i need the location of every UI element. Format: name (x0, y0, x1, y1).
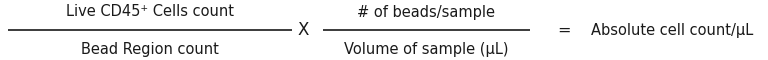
Text: =: = (558, 22, 571, 38)
Text: Bead Region count: Bead Region count (81, 42, 219, 57)
Text: Live CD45⁺ Cells count: Live CD45⁺ Cells count (66, 4, 233, 20)
Text: Absolute cell count/μL: Absolute cell count/μL (591, 22, 753, 38)
Text: Volume of sample (μL): Volume of sample (μL) (344, 42, 508, 57)
Text: X: X (298, 21, 309, 39)
Text: # of beads/sample: # of beads/sample (357, 4, 495, 20)
